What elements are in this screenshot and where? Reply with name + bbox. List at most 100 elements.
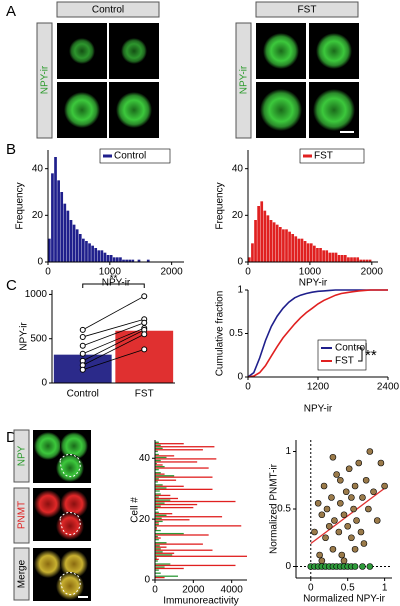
bar — [155, 543, 203, 545]
bar — [155, 529, 161, 532]
scatter-point — [328, 494, 335, 501]
bar — [155, 566, 165, 568]
bar — [155, 511, 159, 513]
y-tick-label: 40 — [139, 453, 151, 464]
bar — [155, 517, 162, 520]
pair-line — [82, 322, 145, 347]
y-tick-label: 500 — [30, 333, 47, 344]
histogram-bar — [112, 257, 116, 262]
scatter-point — [331, 517, 338, 524]
histogram-bar — [251, 243, 254, 262]
x-tick-label: 0 — [245, 267, 251, 278]
bar — [155, 499, 171, 501]
cell-image — [56, 454, 84, 482]
bar — [155, 534, 209, 536]
cell-image — [60, 490, 88, 518]
bar — [155, 467, 209, 469]
pair-point — [79, 366, 86, 373]
x-tick-label: 2000 — [161, 267, 184, 278]
scatter-point — [337, 499, 344, 507]
histogram-bar — [269, 220, 273, 262]
histogram-bar — [75, 229, 79, 262]
cell-image — [121, 38, 147, 64]
scatter-point — [329, 545, 337, 553]
x-axis-label: NPY-ir — [299, 278, 328, 289]
y-tick-label: 40 — [232, 163, 244, 174]
scatter-point — [359, 563, 366, 570]
bar — [155, 462, 157, 465]
y-axis-label: Normalized PNMT-ir — [269, 463, 280, 554]
scatter-point — [323, 505, 331, 513]
histogram-bar — [260, 201, 264, 262]
panel-letter: C — [6, 277, 17, 294]
cell-image — [69, 38, 95, 64]
bar — [155, 535, 158, 538]
y-axis-label: Cell # — [130, 497, 141, 523]
cell-image — [316, 33, 352, 69]
histogram-bar — [131, 259, 135, 262]
y-tick-label: 0 — [41, 378, 47, 389]
row-label: NPY-ir — [239, 65, 250, 94]
pair-point — [141, 346, 148, 353]
histogram-bar — [272, 222, 276, 262]
histogram-bar — [365, 259, 369, 262]
bar — [155, 461, 198, 463]
pair-line — [82, 333, 145, 366]
histogram-bar — [322, 250, 325, 262]
bar — [155, 513, 173, 515]
bar — [155, 497, 178, 500]
histogram-bar — [266, 215, 270, 262]
histogram-bar — [356, 257, 360, 262]
histogram-bar — [340, 255, 344, 262]
bar — [155, 493, 161, 495]
bar — [155, 475, 175, 477]
scatter-point — [351, 563, 359, 570]
histogram-bar — [109, 255, 113, 262]
scatter-point — [381, 482, 388, 490]
bar — [155, 572, 161, 574]
x-tick-label: 0 — [152, 585, 158, 596]
pair-point — [79, 333, 86, 340]
y-tick-label: 0.5 — [229, 328, 243, 339]
scatter-point — [351, 482, 359, 490]
histogram-bar — [125, 259, 128, 262]
pair-point — [141, 293, 148, 300]
bar — [155, 551, 163, 553]
scatter-point — [340, 557, 348, 565]
y-tick-label: 0 — [37, 257, 43, 268]
scatter-point — [320, 482, 328, 490]
x-tick-label: 0 — [245, 382, 251, 393]
bar — [155, 469, 159, 471]
histogram-bar — [128, 259, 132, 262]
scatter-point — [318, 511, 326, 519]
y-axis-label: Frequency — [15, 182, 26, 229]
bar — [155, 494, 171, 497]
header: FST — [298, 5, 317, 16]
fit-line — [310, 487, 385, 545]
x-tick-label: 2000 — [361, 267, 384, 278]
pair-point — [141, 319, 148, 326]
bar — [155, 464, 163, 466]
legend-label: FST — [314, 151, 333, 162]
y-axis-label: Cumulative fraction — [215, 291, 226, 377]
bar — [155, 450, 158, 453]
histogram-bar — [313, 245, 316, 262]
y-tick-label: 1 — [237, 285, 243, 296]
bar — [155, 575, 178, 577]
scatter-point — [329, 453, 337, 461]
scatter-point — [342, 488, 350, 496]
bar — [155, 456, 167, 459]
row-label-box — [13, 547, 30, 601]
bar — [155, 514, 167, 516]
scatter-point — [357, 528, 365, 536]
cell-image — [60, 432, 88, 460]
bar — [155, 560, 158, 562]
bar — [155, 449, 203, 451]
bar — [155, 478, 159, 480]
y-tick-label: 0.5 — [277, 504, 291, 515]
header-box — [56, 1, 160, 18]
histogram-bar — [78, 234, 82, 262]
bar — [155, 446, 215, 448]
cell-image — [263, 33, 299, 69]
